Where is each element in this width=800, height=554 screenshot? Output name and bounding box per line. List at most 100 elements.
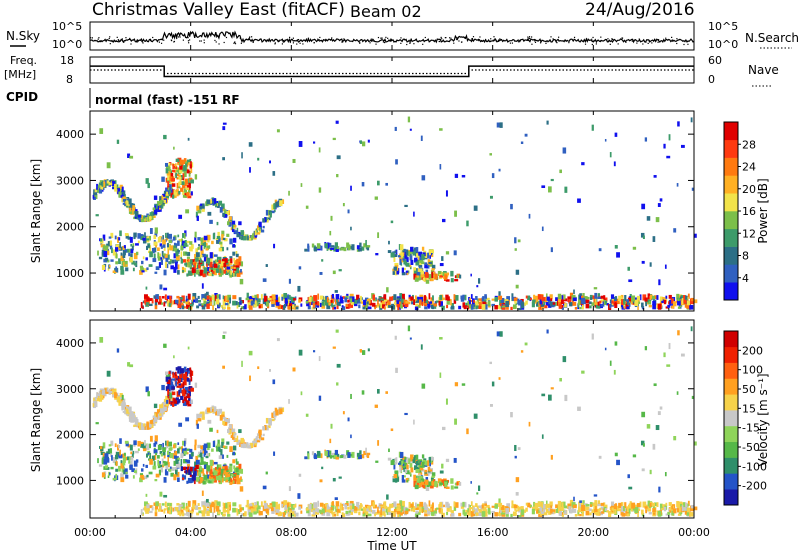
power-cell	[264, 217, 267, 223]
power-cell	[414, 257, 418, 263]
velocity-cell	[453, 506, 457, 511]
power-cell	[591, 295, 595, 299]
colorbar-segment	[724, 228, 738, 247]
velocity-cell	[194, 444, 197, 451]
velocity-cell	[396, 507, 400, 514]
power-cell	[421, 275, 424, 280]
power-cell	[149, 228, 153, 234]
power-cell	[434, 273, 438, 280]
velocity-cell	[159, 503, 161, 510]
velocity-cell	[222, 365, 225, 369]
velocity-cell	[173, 355, 175, 359]
velocity-cell	[233, 433, 236, 439]
nsearch-point	[500, 38, 503, 41]
power-cell	[453, 299, 457, 304]
power-cell	[104, 245, 109, 251]
power-cell	[277, 304, 282, 310]
power-cell	[232, 244, 236, 248]
power-cell	[517, 298, 520, 305]
velocity-cell	[211, 448, 214, 452]
velocity-cell	[421, 482, 424, 488]
velocity-cell	[599, 507, 602, 511]
power-cell	[468, 303, 471, 308]
power-cell	[653, 295, 657, 299]
power-cell	[175, 255, 180, 261]
power-cell	[403, 267, 406, 271]
nsearch-point	[450, 37, 452, 39]
velocity-cell	[213, 468, 217, 473]
power-cell	[149, 235, 152, 241]
power-cell	[133, 210, 136, 215]
velocity-cell	[201, 416, 205, 420]
power-cell	[112, 249, 117, 256]
velocity-cell	[690, 505, 694, 509]
velocity-cell	[122, 406, 126, 410]
nsearch-point	[136, 41, 139, 43]
velocity-cell	[546, 500, 548, 507]
velocity-cell	[180, 395, 184, 400]
power-cell	[110, 259, 114, 262]
power-cell	[249, 167, 251, 173]
velocity-cell	[421, 454, 425, 459]
nsearch-point	[665, 37, 667, 39]
power-cell	[162, 235, 164, 242]
power-cell	[478, 298, 482, 301]
power-cell	[207, 211, 212, 216]
velocity-cell	[293, 505, 296, 508]
power-cell	[206, 291, 209, 296]
velocity-cell	[125, 442, 129, 447]
velocity-cell	[93, 397, 96, 404]
power-cell	[416, 268, 418, 273]
power-cell	[518, 302, 522, 306]
velocity-cell	[421, 508, 424, 514]
power-cell	[531, 301, 535, 308]
power-cell	[400, 305, 403, 309]
velocity-panel-bg	[90, 320, 694, 518]
power-cell	[491, 173, 495, 179]
power-cell	[506, 296, 510, 301]
velocity-cell	[394, 470, 399, 474]
velocity-cell	[223, 445, 228, 450]
velocity-cell	[203, 464, 208, 470]
velocity-cell	[226, 473, 231, 477]
power-cell	[92, 196, 96, 200]
power-cell	[233, 225, 236, 231]
power-cell	[125, 264, 128, 267]
nsearch-point	[297, 38, 300, 41]
velocity-cell	[106, 458, 110, 463]
power-cell	[121, 197, 124, 203]
velocity-cell	[119, 438, 122, 444]
nsearch-point	[274, 43, 276, 45]
power-cell	[187, 185, 190, 190]
power-cell	[391, 303, 395, 310]
power-cell	[199, 258, 202, 263]
power-cell	[295, 306, 299, 310]
power-cell	[101, 264, 106, 270]
power-cell	[159, 243, 163, 247]
power-cell	[550, 301, 553, 307]
velocity-cell	[671, 512, 675, 516]
colorbar-tick-label: -100	[742, 460, 767, 473]
power-cell	[572, 301, 577, 306]
velocity-cell	[262, 433, 265, 437]
velocity-cell	[690, 326, 693, 332]
power-cell	[348, 303, 351, 306]
power-cell	[628, 279, 633, 283]
velocity-cell	[151, 506, 154, 511]
velocity-cell	[432, 502, 434, 508]
power-cell	[220, 261, 225, 266]
nsearch-point	[283, 39, 285, 42]
velocity-cell	[141, 477, 145, 480]
velocity-cell	[506, 512, 509, 517]
power-cell	[376, 305, 381, 308]
power-cell	[166, 171, 171, 176]
velocity-cell	[533, 501, 536, 508]
power-cell	[201, 269, 205, 273]
velocity-cell	[659, 503, 663, 508]
velocity-cell	[163, 477, 167, 483]
velocity-cell	[557, 500, 562, 507]
power-cell	[637, 301, 641, 304]
velocity-cell	[165, 463, 169, 470]
power-cell	[387, 299, 391, 306]
